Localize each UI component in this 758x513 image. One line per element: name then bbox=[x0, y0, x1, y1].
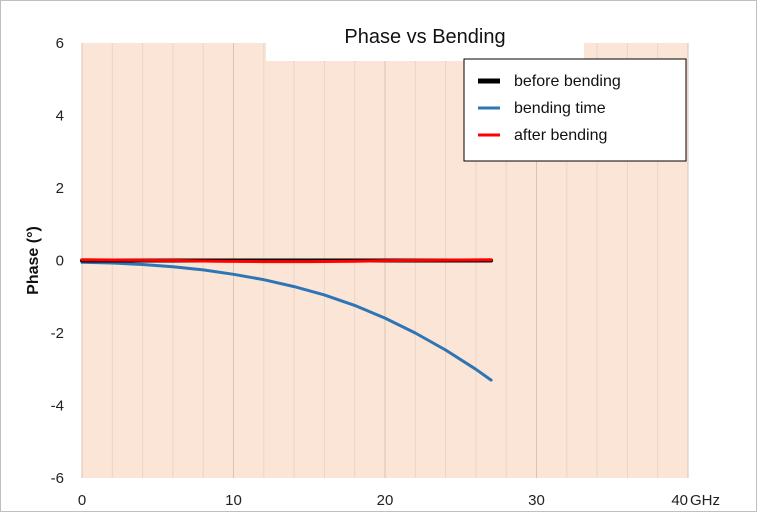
series-line-bending-time bbox=[80, 260, 493, 382]
chart-title: Phase vs Bending bbox=[344, 26, 505, 48]
y-axis-label: Phase (°) bbox=[25, 226, 42, 295]
legend-entry-before-bending: before bending bbox=[514, 73, 621, 90]
series-line-after-bending bbox=[80, 258, 493, 264]
y-tick-label: 4 bbox=[56, 108, 64, 125]
legend: before bending bending time after bending bbox=[463, 58, 687, 162]
x-tick-label: 10 bbox=[225, 492, 242, 509]
y-tick-label: -6 bbox=[51, 470, 64, 487]
y-tick-label: -2 bbox=[51, 325, 64, 342]
y-tick-label: 6 bbox=[56, 35, 64, 52]
y-tick-label: -4 bbox=[51, 398, 64, 415]
x-tick-label: 40 bbox=[671, 492, 688, 509]
x-tick-label: 0 bbox=[78, 492, 86, 509]
legend-box bbox=[463, 58, 687, 162]
legend-entry-after-bending: after bending bbox=[514, 127, 607, 144]
x-tick-label: 30 bbox=[528, 492, 545, 509]
legend-entry-bending-time: bending time bbox=[514, 100, 606, 117]
x-axis-unit-label: GHz bbox=[690, 492, 720, 509]
title-background bbox=[266, 14, 584, 61]
x-tick-label: 20 bbox=[377, 492, 394, 509]
series-lines bbox=[80, 258, 494, 382]
y-tick-label: 0 bbox=[56, 253, 64, 270]
y-tick-label: 2 bbox=[56, 180, 64, 197]
